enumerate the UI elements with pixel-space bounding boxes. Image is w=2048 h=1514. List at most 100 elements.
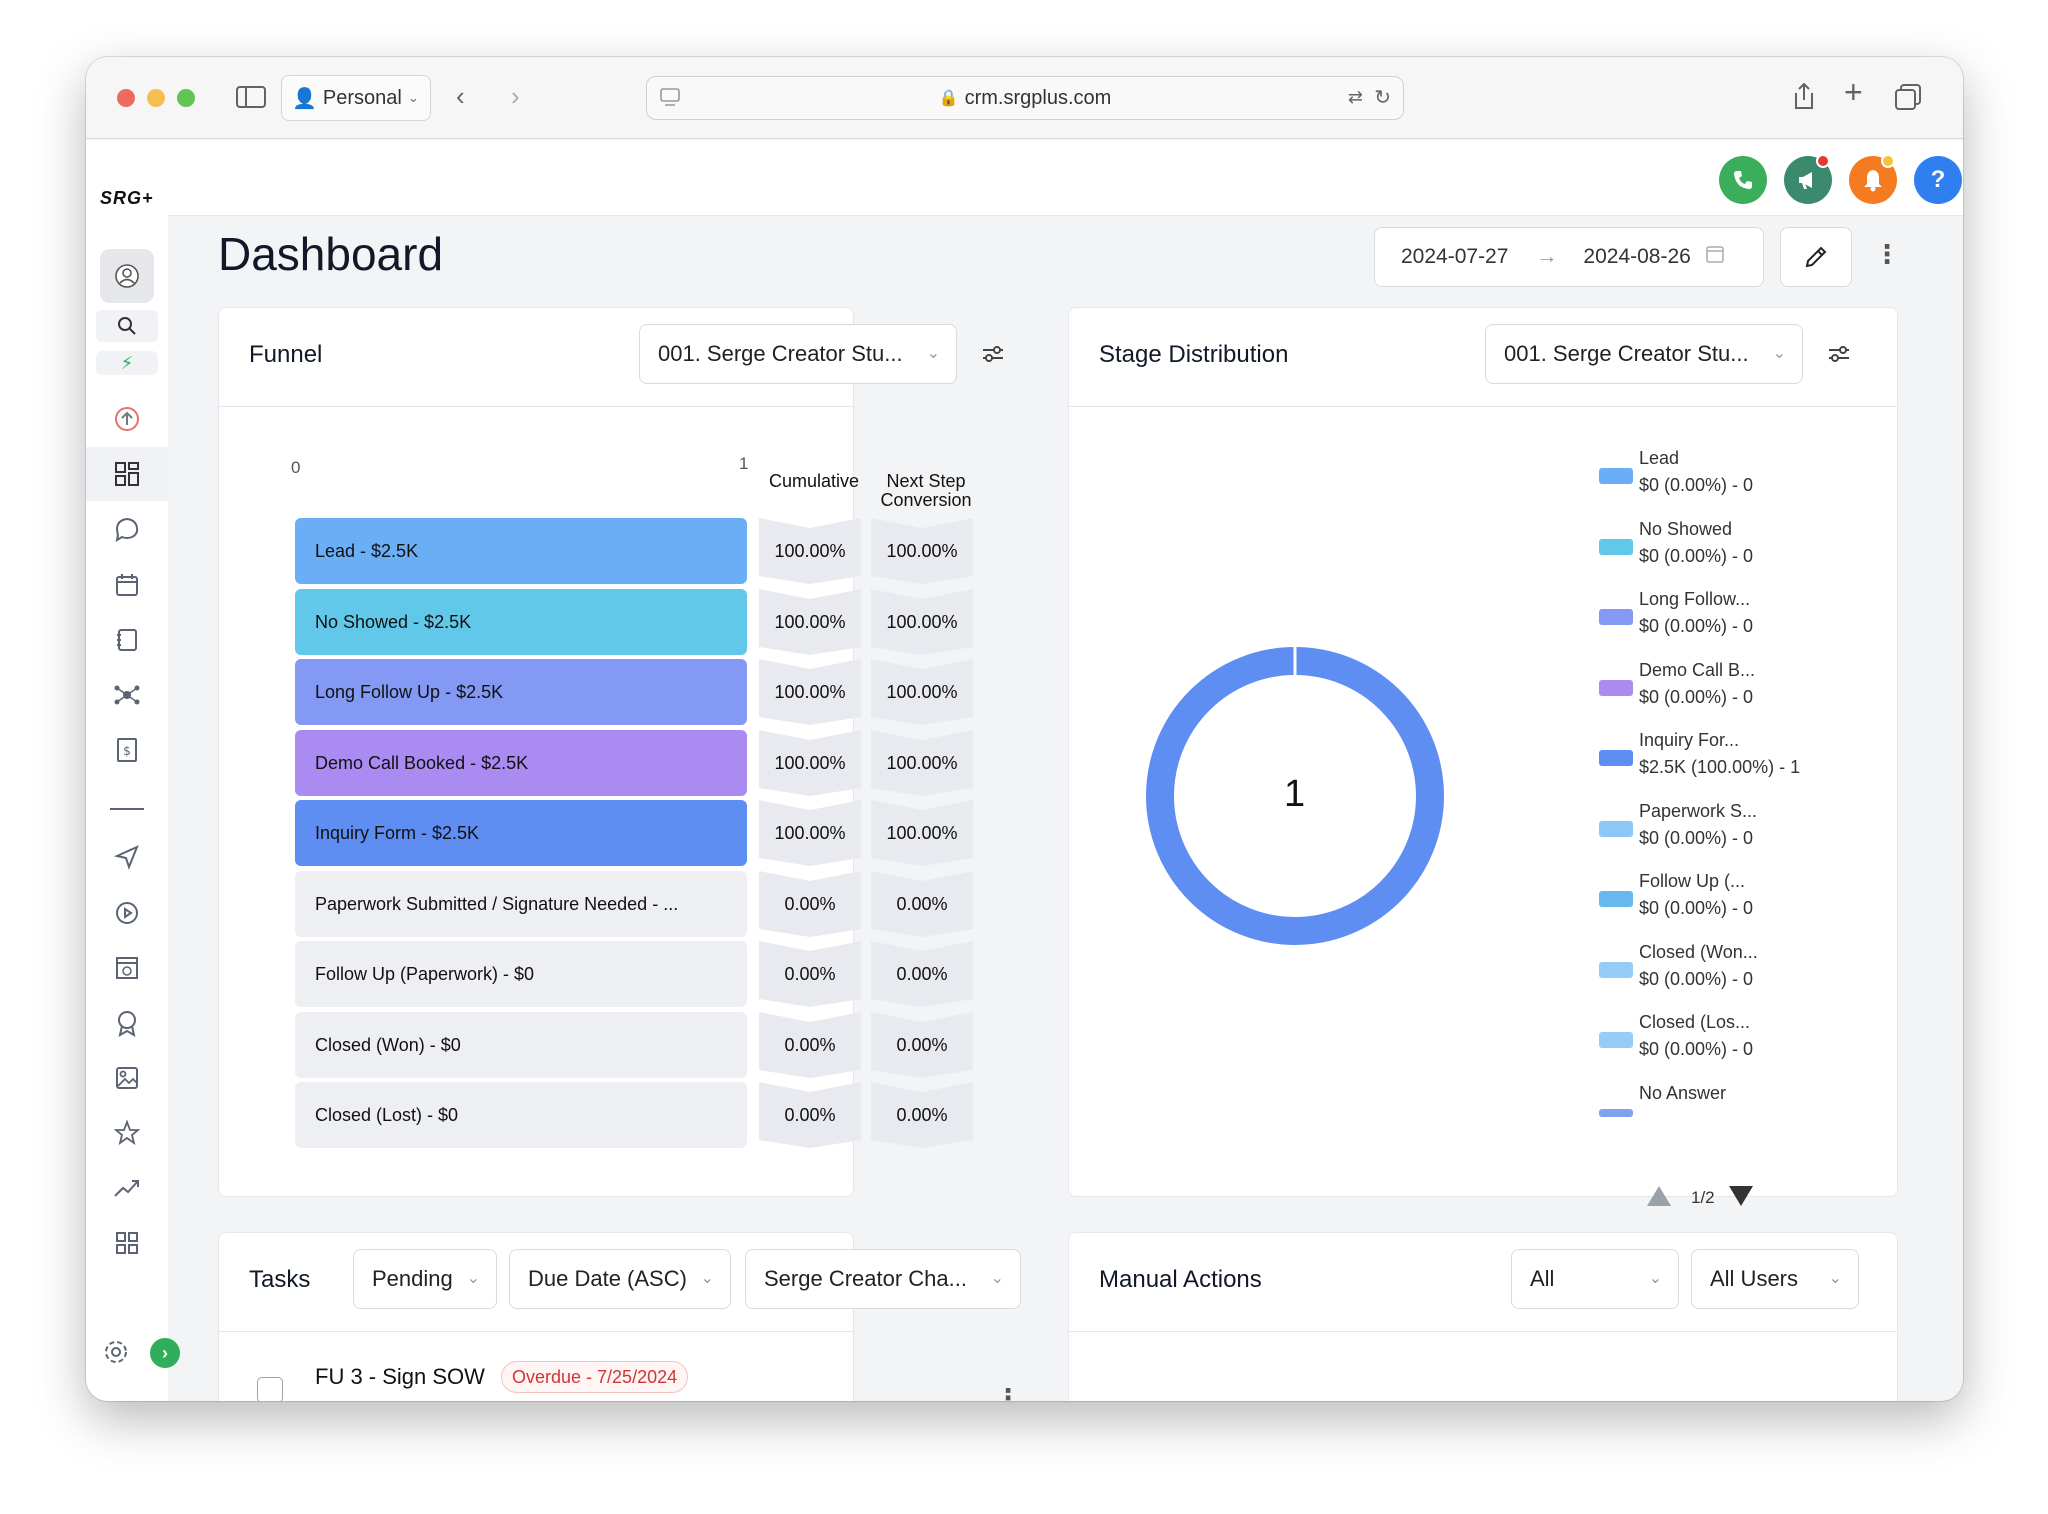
task-sort-select[interactable]: Due Date (ASC) ⌄ xyxy=(509,1249,731,1309)
app-logo[interactable]: SRG+ xyxy=(100,188,154,208)
bolt-icon[interactable]: ⚡ xyxy=(86,348,168,378)
legend-name[interactable]: Demo Call B... xyxy=(1639,660,1756,680)
stage-pipeline-select[interactable]: 001. Serge Creator Stu... ⌄ xyxy=(1485,324,1803,384)
task-checkbox[interactable] xyxy=(257,1377,283,1401)
funnel-pipeline-value: 001. Serge Creator Stu... xyxy=(658,341,903,366)
legend-swatch[interactable] xyxy=(1599,750,1633,766)
legend-name[interactable]: Long Follow... xyxy=(1639,589,1751,609)
play-icon[interactable] xyxy=(86,886,168,940)
browser-window: 👤 Personal ⌄ ‹ › 🔒 crm.srgplus.com ⇄ ↻ +… xyxy=(86,57,1963,1401)
legend-name[interactable]: No Answer xyxy=(1639,1083,1727,1103)
task-title[interactable]: FU 3 - Sign SOW xyxy=(315,1364,485,1389)
zoom-window-button[interactable] xyxy=(177,89,195,107)
date-arrow-icon: → xyxy=(1536,245,1558,268)
legend-swatch[interactable] xyxy=(1599,468,1633,484)
apps-icon[interactable] xyxy=(86,1216,168,1270)
funnel-stage-bar[interactable]: Paperwork Submitted / Signature Needed -… xyxy=(295,871,747,937)
task-user-select[interactable]: Serge Creator Cha... ⌄ xyxy=(745,1249,1021,1309)
legend-swatch[interactable] xyxy=(1599,680,1633,696)
user-icon[interactable] xyxy=(86,245,168,307)
legend-swatch[interactable] xyxy=(1599,1109,1633,1117)
manual-actions-user-select[interactable]: All Users ⌄ xyxy=(1691,1249,1859,1309)
manual-actions-type-select[interactable]: All ⌄ xyxy=(1511,1249,1679,1309)
filter-settings-icon[interactable] xyxy=(981,344,1005,370)
legend-swatch[interactable] xyxy=(1599,821,1633,837)
funnel-stage-bar[interactable]: Lead - $2.5K xyxy=(295,518,747,584)
legend-prev-icon[interactable] xyxy=(1647,1186,1671,1206)
dashboard-icon[interactable] xyxy=(86,447,168,501)
more-options-icon[interactable]: ⋮ xyxy=(1874,239,1900,269)
funnel-stage-bar[interactable]: No Showed - $2.5K xyxy=(295,589,747,655)
back-icon[interactable]: ‹ xyxy=(456,81,465,111)
trend-icon[interactable] xyxy=(86,1161,168,1215)
legend-next-icon[interactable] xyxy=(1729,1186,1753,1206)
date-end[interactable]: 2024-08-26 xyxy=(1583,245,1691,268)
contacts-icon[interactable] xyxy=(86,613,168,667)
tasks-title: Tasks xyxy=(249,1266,311,1293)
legend-name[interactable]: Closed (Won... xyxy=(1639,942,1758,962)
task-status-select[interactable]: Pending ⌄ xyxy=(353,1249,497,1309)
funnel-stage-bar[interactable]: Demo Call Booked - $2.5K xyxy=(295,730,747,796)
share-icon[interactable] xyxy=(1791,81,1817,115)
legend-swatch[interactable] xyxy=(1599,1032,1633,1048)
translate-icon[interactable]: ⇄ xyxy=(1347,87,1363,107)
legend-name[interactable]: Closed (Los... xyxy=(1639,1012,1751,1032)
forward-icon[interactable]: › xyxy=(511,81,520,111)
close-window-button[interactable] xyxy=(117,89,135,107)
launch-icon[interactable] xyxy=(86,392,168,446)
legend-name[interactable]: Follow Up (... xyxy=(1639,871,1746,891)
funnel-pipeline-select[interactable]: 001. Serge Creator Stu... ⌄ xyxy=(639,324,957,384)
legend-name[interactable]: Inquiry For... xyxy=(1639,730,1740,750)
funnel-stage-bar[interactable]: Closed (Lost) - $0 xyxy=(295,1082,747,1148)
legend-swatch[interactable] xyxy=(1599,962,1633,978)
expand-sidebar-icon[interactable]: › xyxy=(150,1338,180,1368)
legend-name[interactable]: Lead xyxy=(1639,448,1680,468)
calendar-icon[interactable] xyxy=(1705,244,1725,270)
reload-icon[interactable]: ↻ xyxy=(1374,87,1391,109)
invoice-icon[interactable]: $ xyxy=(86,723,168,777)
cumulative-cell: 0.00% xyxy=(759,941,861,1007)
bell-icon[interactable] xyxy=(1849,154,1897,204)
chat-icon[interactable] xyxy=(86,502,168,556)
legend-name[interactable]: Paperwork S... xyxy=(1639,801,1758,821)
search-icon[interactable] xyxy=(86,308,168,344)
next-step-cell: 0.00% xyxy=(871,871,973,937)
funnel-stage-bar[interactable]: Closed (Won) - $0 xyxy=(295,1012,747,1078)
task-more-icon[interactable]: ⋮ xyxy=(995,1383,1021,1401)
phone-icon[interactable] xyxy=(1719,156,1767,204)
date-start[interactable]: 2024-07-27 xyxy=(1401,245,1509,268)
new-tab-icon[interactable]: + xyxy=(1844,74,1863,110)
stage-donut-chart[interactable] xyxy=(1137,638,1453,954)
legend-swatch[interactable] xyxy=(1599,891,1633,907)
stage-distribution-title: Stage Distribution xyxy=(1099,341,1289,368)
manual-actions-type-value: All xyxy=(1530,1266,1555,1291)
funnel-stage-bar[interactable]: Follow Up (Paperwork) - $0 xyxy=(295,941,747,1007)
edit-dashboard-button[interactable] xyxy=(1780,227,1852,287)
network-icon[interactable] xyxy=(86,668,168,722)
profile-button[interactable]: 👤 Personal ⌄ xyxy=(281,75,431,121)
funnel-stage-bar[interactable]: Inquiry Form - $2.5K xyxy=(295,800,747,866)
send-icon[interactable] xyxy=(86,830,168,884)
image-icon[interactable] xyxy=(86,1051,168,1105)
star-icon[interactable] xyxy=(86,1106,168,1160)
award-icon[interactable] xyxy=(86,996,168,1050)
address-bar[interactable]: 🔒 crm.srgplus.com ⇄ ↻ xyxy=(646,76,1404,120)
lock-icon: 🔒 xyxy=(938,90,959,107)
website-icon[interactable] xyxy=(86,941,168,995)
sidebar-toggle-icon[interactable] xyxy=(236,85,266,113)
legend-swatch[interactable] xyxy=(1599,539,1633,555)
settings-icon[interactable] xyxy=(86,1325,146,1379)
minimize-window-button[interactable] xyxy=(147,89,165,107)
help-icon[interactable]: ? xyxy=(1914,156,1962,204)
tabs-overview-icon[interactable] xyxy=(1894,83,1922,115)
cumulative-header: Cumulative xyxy=(768,471,860,491)
megaphone-icon[interactable] xyxy=(1784,154,1832,204)
filter-settings-icon[interactable] xyxy=(1827,344,1851,370)
legend-name[interactable]: No Showed xyxy=(1639,519,1733,539)
legend-swatch[interactable] xyxy=(1599,609,1633,625)
funnel-stage-bar[interactable]: Long Follow Up - $2.5K xyxy=(295,659,747,725)
calendar-icon[interactable] xyxy=(86,558,168,612)
next-step-cell: 100.00% xyxy=(871,730,973,796)
date-range-picker[interactable]: 2024-07-27 → 2024-08-26 xyxy=(1374,227,1764,287)
notification-dot xyxy=(1816,154,1830,168)
